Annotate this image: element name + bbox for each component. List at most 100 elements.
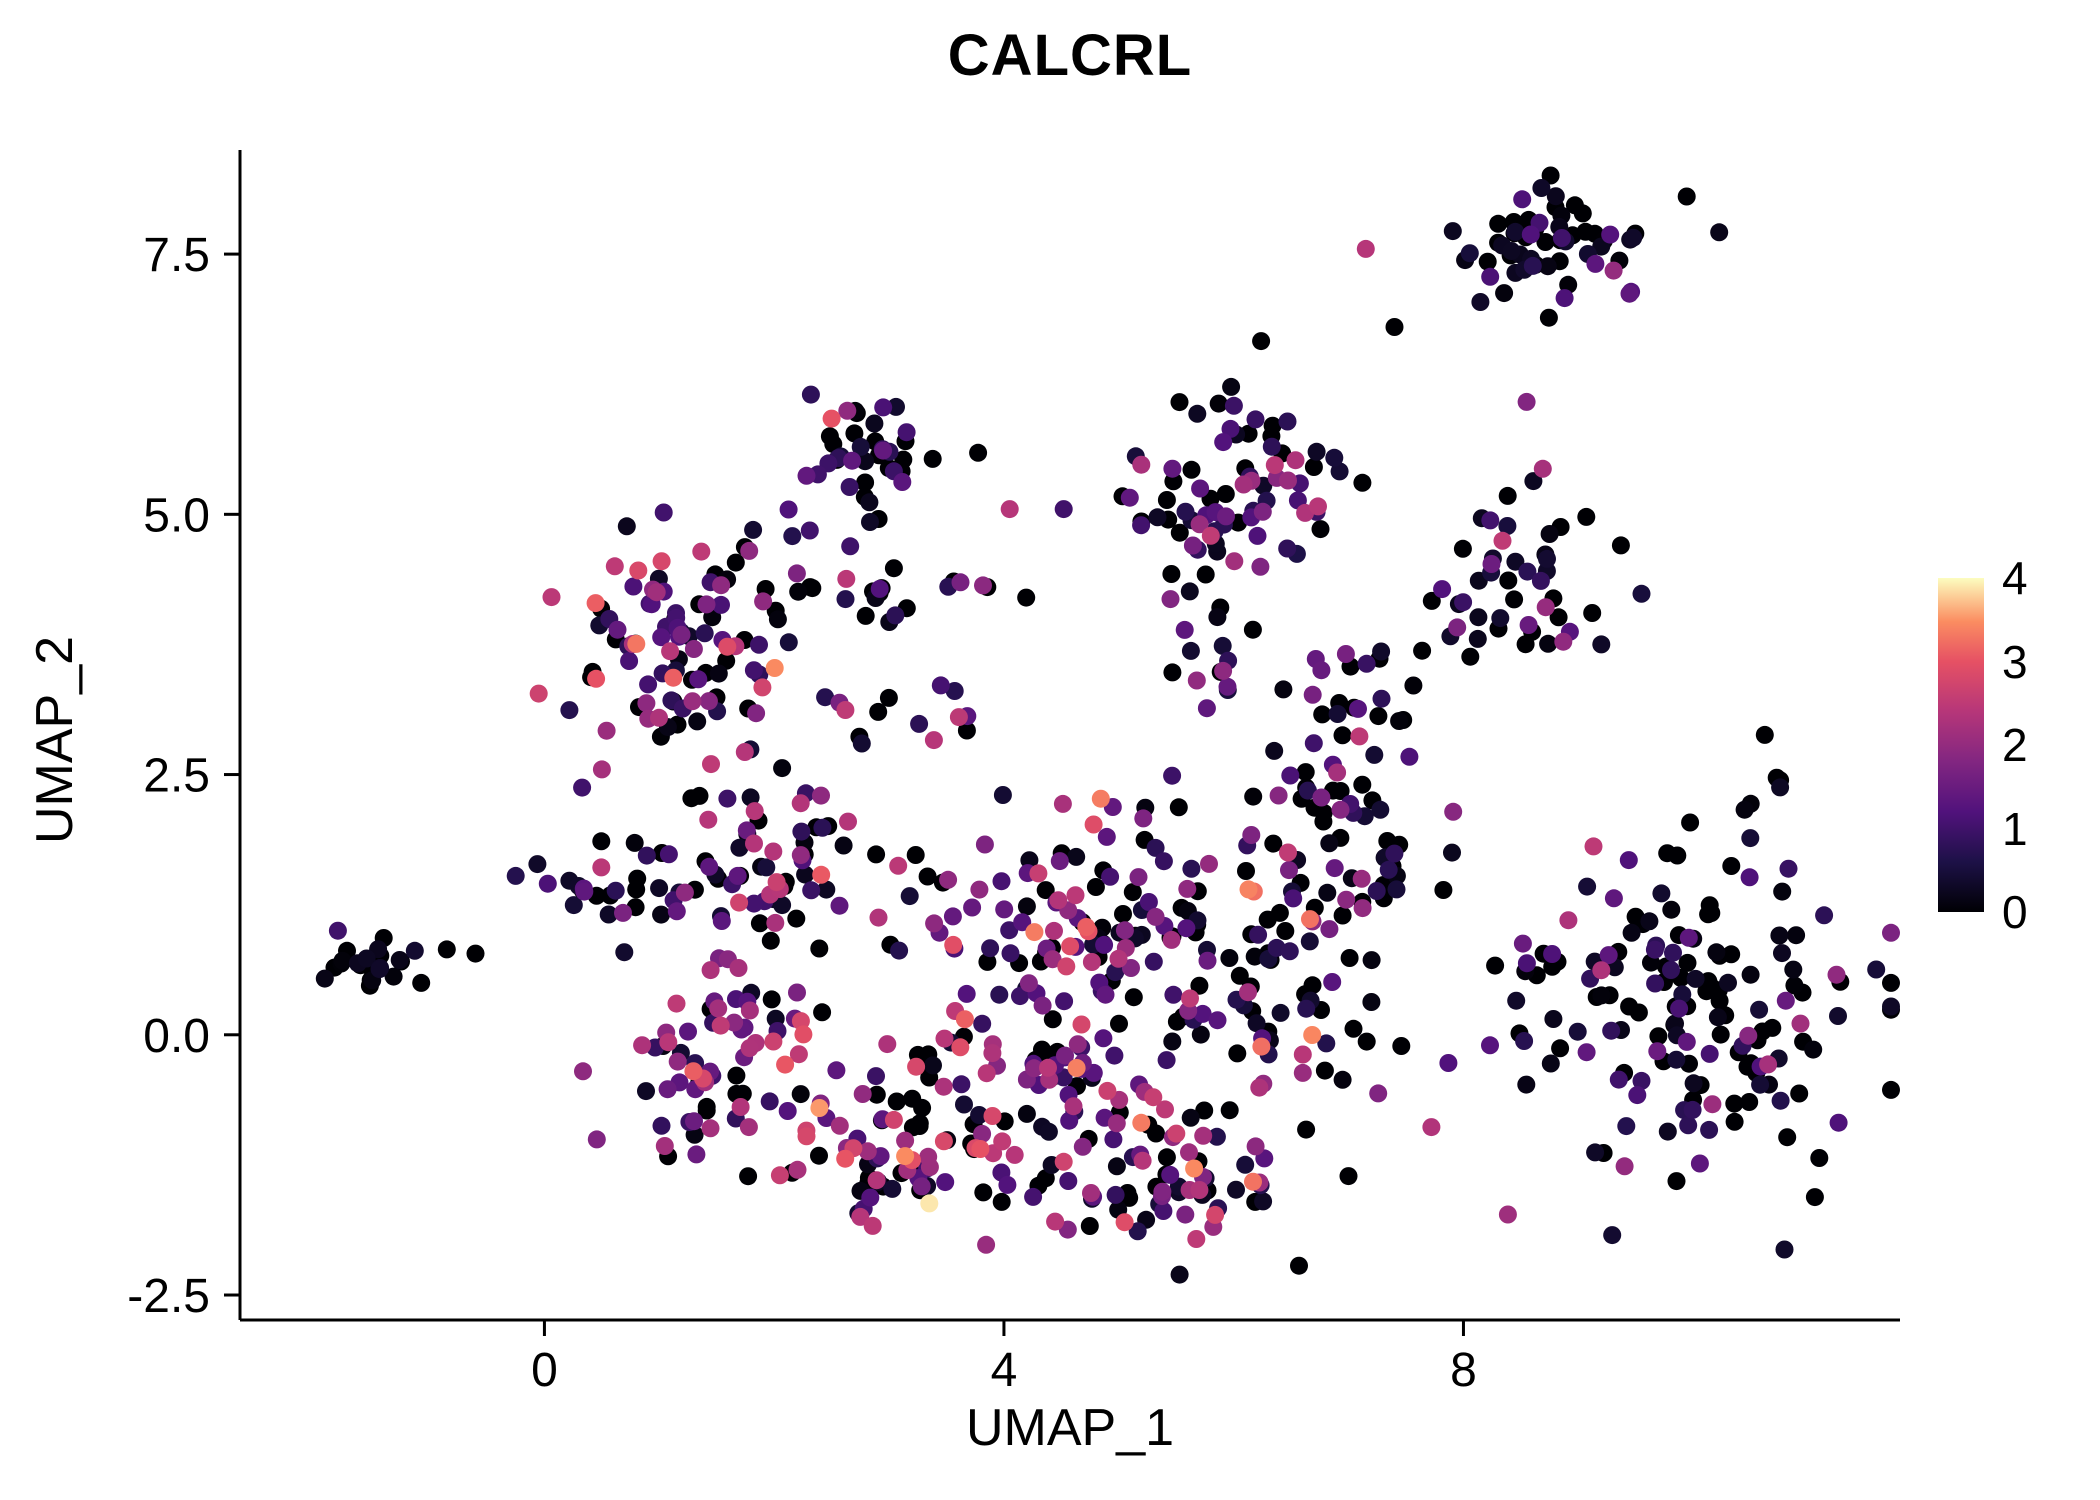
data-point: [412, 973, 431, 992]
data-point: [1541, 166, 1560, 185]
data-point: [1330, 462, 1349, 481]
data-point: [692, 542, 711, 561]
data-point: [762, 990, 781, 1009]
data-point: [1422, 591, 1441, 610]
data-point: [1577, 1043, 1596, 1062]
data-point: [796, 865, 815, 884]
data-point: [1029, 864, 1048, 883]
data-point: [1314, 803, 1333, 822]
data-point: [1536, 598, 1555, 617]
data-point: [797, 1127, 816, 1146]
data-point: [617, 517, 636, 536]
data-point: [1297, 999, 1316, 1018]
data-point: [1201, 526, 1220, 545]
x-axis-label: UMAP_1: [965, 1399, 1175, 1457]
data-point: [1468, 629, 1487, 648]
data-point: [870, 579, 889, 598]
data-point: [1278, 539, 1297, 558]
data-point: [1707, 943, 1726, 962]
data-point: [1024, 1187, 1043, 1206]
data-point: [675, 883, 694, 902]
data-point: [1195, 1101, 1214, 1120]
data-point: [506, 866, 525, 885]
data-point: [1620, 284, 1639, 303]
data-point: [1568, 1022, 1587, 1041]
data-point: [1068, 1035, 1087, 1054]
data-point: [1645, 940, 1664, 959]
data-point: [949, 708, 968, 727]
data-point: [1573, 204, 1592, 223]
data-point: [1333, 726, 1352, 745]
data-point: [856, 473, 875, 492]
data-point: [1107, 1157, 1126, 1176]
data-point: [1601, 225, 1620, 244]
data-point: [906, 846, 925, 864]
data-point: [983, 1107, 1002, 1125]
data-point: [405, 941, 424, 960]
data-point: [699, 692, 718, 711]
data-point: [1773, 882, 1792, 901]
data-point: [730, 893, 749, 912]
data-point: [1132, 1113, 1151, 1132]
data-point: [1315, 1061, 1334, 1080]
data-point: [1298, 781, 1317, 800]
data-point: [1481, 511, 1500, 530]
data-point: [1043, 950, 1062, 969]
data-point: [712, 912, 731, 930]
data-point: [1005, 1145, 1024, 1164]
data-point: [977, 1235, 996, 1254]
data-point: [1592, 635, 1611, 654]
data-point: [1011, 987, 1029, 1006]
data-point: [1365, 745, 1384, 764]
data-point: [1460, 244, 1479, 263]
data-point: [754, 592, 773, 611]
data-point: [741, 788, 760, 807]
data-point: [1495, 284, 1514, 303]
data-point: [1222, 377, 1241, 396]
data-point: [1106, 1185, 1125, 1204]
data-point: [1583, 604, 1602, 622]
data-point: [884, 1110, 903, 1129]
data-point: [1443, 222, 1462, 241]
data-point: [993, 1132, 1012, 1151]
data-point: [1216, 485, 1235, 503]
data-point: [687, 1145, 706, 1164]
data-point: [1303, 976, 1322, 995]
data-point: [573, 778, 592, 797]
data-point: [879, 688, 898, 707]
data-point: [1741, 829, 1760, 848]
data-point: [1274, 680, 1293, 699]
data-point: [1325, 448, 1344, 467]
data-point: [760, 1092, 779, 1111]
data-point: [1773, 944, 1791, 963]
data-point: [1144, 952, 1163, 971]
data-point: [1491, 609, 1510, 628]
data-point: [597, 721, 616, 740]
data-point: [1443, 843, 1461, 862]
data-point: [1057, 957, 1076, 976]
data-point: [878, 1035, 897, 1054]
data-point: [1054, 500, 1073, 519]
data-point: [753, 678, 772, 697]
data-point: [592, 858, 611, 877]
data-point: [778, 1102, 797, 1120]
data-point: [1001, 944, 1020, 963]
data-point: [1524, 472, 1543, 491]
data-point: [1513, 190, 1532, 209]
data-point: [1611, 536, 1630, 555]
data-point: [1482, 555, 1501, 573]
data-point: [1481, 267, 1500, 286]
data-point: [1244, 787, 1263, 806]
data-point: [390, 951, 409, 969]
data-point: [1751, 1075, 1770, 1094]
data-point: [1122, 959, 1140, 977]
data-point: [1060, 1111, 1079, 1130]
data-point: [1498, 517, 1517, 535]
data-point: [1073, 1137, 1092, 1156]
data-point: [1521, 225, 1540, 244]
data-point: [861, 513, 879, 531]
data-point: [827, 1061, 846, 1080]
data-point: [1050, 852, 1069, 871]
data-point: [655, 1137, 674, 1155]
data-point: [1019, 974, 1038, 993]
